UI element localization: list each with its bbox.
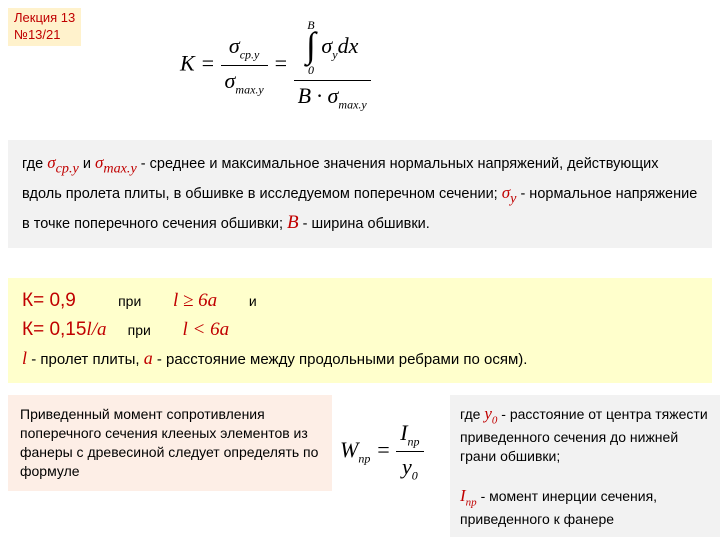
integral-num: B ∫ 0 σydx	[294, 18, 371, 81]
lecture-badge: Лекция 13 №13/21	[8, 8, 81, 46]
den-sig-sub: max.y	[338, 97, 366, 111]
gray-t5: - ширина обшивки.	[303, 216, 430, 232]
i-pr: I	[400, 420, 407, 445]
den-sig: σ	[328, 83, 339, 108]
int-lower: 0	[306, 63, 316, 78]
lecture-line2: №13/21	[14, 27, 75, 44]
big-b: B	[287, 212, 299, 233]
moment-text: Приведенный момент сопротивления попереч…	[20, 406, 318, 479]
den-B: B	[298, 83, 311, 108]
br-t1: где	[460, 406, 484, 422]
k-line-1: К= 0,9 при l ≥ 6a и	[22, 286, 698, 315]
integral-block: B ∫ 0	[306, 18, 316, 78]
sig-sr-sub: ср.y	[240, 48, 260, 62]
frac-integral: B ∫ 0 σydx B · σmax.y	[294, 18, 371, 112]
sig-max-sub: max.y	[235, 82, 263, 96]
var-a: a	[144, 348, 153, 368]
k2-cond: l < 6a	[182, 319, 229, 340]
y0-sub: 0	[412, 469, 418, 483]
y0: y	[402, 454, 412, 479]
var-ipr: Iпр	[460, 486, 477, 505]
ipr-ssub: пр	[466, 496, 477, 508]
sigma-sr-s: σ	[47, 153, 55, 172]
sigma-sr: σср.у	[47, 153, 79, 172]
k1-and: и	[249, 293, 257, 309]
explanation-gray-box: где σср.у и σmax.у - среднее и максималь…	[8, 140, 712, 248]
k1-cond: l ≥ 6a	[173, 290, 217, 311]
i-pr-sub: пр	[408, 434, 420, 448]
eq2: =	[273, 50, 288, 75]
sigma-y-s: σ	[502, 183, 510, 202]
k2-la: l/a	[86, 319, 106, 340]
w-num: Iпр	[396, 420, 423, 452]
sigma-max: σmax.у	[95, 153, 137, 172]
sigma-max-sub: max.у	[103, 160, 136, 176]
y0-s: y	[484, 404, 492, 423]
w-sym: W	[340, 437, 358, 462]
k2-left: К= 0,15	[22, 319, 86, 340]
k1-left: К= 0,9	[22, 290, 76, 311]
integrand-sigma: σ	[321, 33, 332, 58]
moment-text-box: Приведенный момент сопротивления попереч…	[8, 395, 332, 491]
frac-sigma-num: σср.y	[221, 33, 268, 65]
k1-pri: при	[118, 293, 141, 309]
w-den: y0	[396, 452, 423, 483]
w-frac: Iпр y0	[396, 420, 423, 484]
formula-k-lhs: K	[180, 50, 195, 75]
integrand-dx: dx	[338, 33, 359, 58]
gray-t1: где	[22, 156, 47, 172]
den-dot: ·	[311, 83, 328, 108]
k-desc: l - пролет плиты, a - расстояние между п…	[22, 345, 698, 373]
sigma-y-sub: у	[510, 190, 516, 206]
var-y0: y0	[484, 404, 497, 423]
gray-t2: и	[83, 156, 95, 172]
lecture-line1: Лекция 13	[14, 10, 75, 27]
eq1: =	[200, 50, 215, 75]
k-values-box: К= 0,9 при l ≥ 6a и К= 0,15l/a при l < 6…	[8, 278, 712, 383]
w-sub: пр	[358, 451, 370, 465]
frac-sigma: σср.y σmax.y	[221, 33, 268, 97]
frac-sigma-den: σmax.y	[221, 66, 268, 97]
sig-max: σ	[225, 68, 236, 93]
br-t3: - момент инерции сечения, приведенного к…	[460, 488, 657, 527]
sig-sr: σ	[229, 33, 240, 58]
var-l: l	[22, 348, 27, 368]
integral-den: B · σmax.y	[294, 81, 371, 112]
where-box: где y0 - расстояние от центра тяжести пр…	[450, 395, 720, 537]
k2-pri: при	[128, 322, 151, 338]
k-line-2: К= 0,15l/a при l < 6a	[22, 315, 698, 344]
br-t2: - расстояние от центра тяжести приведенн…	[460, 406, 708, 464]
desc-t1: - пролет плиты,	[31, 351, 144, 368]
w-eq: =	[376, 437, 391, 462]
integral-sign: ∫	[306, 25, 316, 65]
formula-w: Wпр = Iпр y0	[340, 420, 424, 484]
formula-k: K = σср.y σmax.y = B ∫ 0 σydx B · σmax.y	[180, 18, 371, 112]
sigma-sr-sub: ср.у	[56, 160, 79, 176]
desc-t2: - расстояние между продольными ребрами п…	[157, 351, 528, 368]
y0-ssub: 0	[492, 414, 498, 426]
sigma-y: σу	[502, 183, 517, 202]
